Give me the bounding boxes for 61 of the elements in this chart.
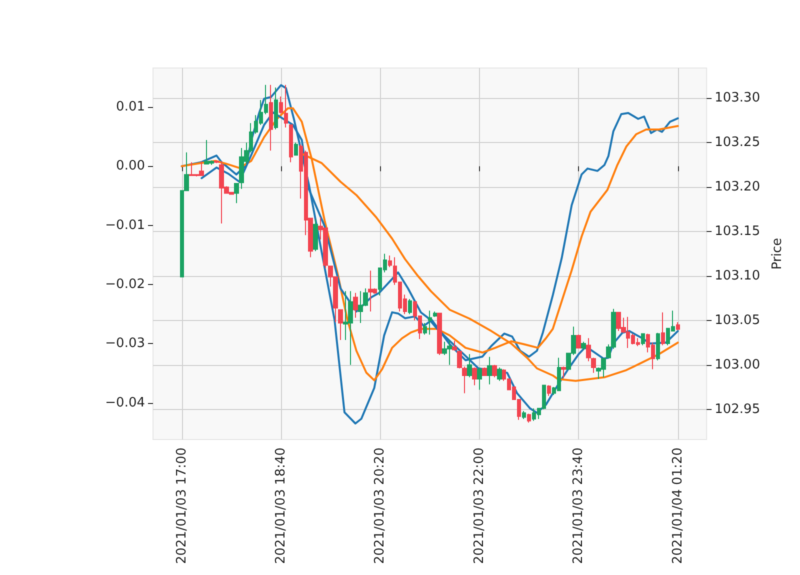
candlestick: [353, 292, 358, 318]
y2-tick-label: 103.10: [714, 268, 760, 284]
y-tick-label: 0.01: [116, 100, 145, 115]
y2-tick-label: 102.95: [714, 402, 760, 417]
x-tick-label: 2021/01/03 18:40: [273, 447, 288, 564]
candlestick: [641, 333, 645, 346]
candlestick: [477, 366, 482, 390]
y-tick-label: −0.03: [105, 336, 145, 352]
y-tick-label: −0.04: [105, 395, 145, 410]
y2-tick-label: 103.25: [714, 135, 760, 150]
y-tick-label: −0.01: [105, 218, 145, 233]
y-tick-label: 0.00: [116, 158, 145, 174]
candlestick: [452, 340, 457, 352]
candlestick: [522, 410, 526, 420]
candlestick: [214, 160, 219, 164]
candlestick: [338, 309, 343, 340]
x-tick-label: 2021/01/03 23:40: [571, 447, 586, 564]
candlestick: [487, 356, 492, 385]
y2-tick-label: 103.00: [714, 357, 760, 372]
y2-tick-label: 103.30: [714, 90, 760, 106]
x-tick-label: 2021/01/03 17:00: [174, 447, 190, 564]
x-tick-label: 2021/01/03 22:00: [472, 447, 487, 564]
candlestick: [408, 298, 412, 315]
candlestick: [547, 384, 551, 396]
y2-tick-label: 103.20: [714, 180, 760, 195]
candlestick: [279, 96, 283, 114]
candlestick: [581, 341, 586, 350]
candlestick: [661, 312, 665, 346]
line-series: [180, 107, 679, 382]
candlestick: [284, 84, 288, 128]
candlestick: [368, 270, 373, 312]
y2-axis-title: Price: [770, 238, 785, 270]
candlestick: [527, 413, 531, 424]
candlestick: [294, 142, 298, 156]
candlestick: [561, 366, 566, 379]
candlestick: [492, 364, 497, 378]
y-tick-label: −0.02: [105, 276, 145, 292]
candlestick: [676, 322, 680, 331]
x-tick-label: 2021/01/03 20:20: [372, 447, 388, 564]
candlestick: [591, 357, 596, 374]
candlestick: [437, 312, 442, 356]
candlestick: [428, 310, 432, 336]
candlestick: [313, 218, 318, 252]
y2-tick-label: 103.15: [714, 224, 760, 240]
candlestick: [269, 84, 273, 152]
candlestick: [457, 350, 462, 369]
y2-tick-label: 103.05: [714, 312, 760, 328]
candlestick: [656, 332, 660, 361]
candlestick: [467, 354, 472, 378]
candlestick: [423, 322, 427, 336]
candlestick: [433, 311, 437, 318]
candlestick: [482, 366, 487, 376]
candlestick: [234, 183, 239, 204]
candlestick: [274, 87, 278, 130]
candlestick: [462, 366, 467, 394]
candlestick: [289, 124, 293, 163]
candlestick: [497, 366, 502, 382]
x-tick-label: 2021/01/04 01:20: [670, 447, 686, 564]
candlestick: [576, 334, 581, 348]
candlestick: [472, 366, 477, 386]
candlestick: [586, 338, 591, 362]
